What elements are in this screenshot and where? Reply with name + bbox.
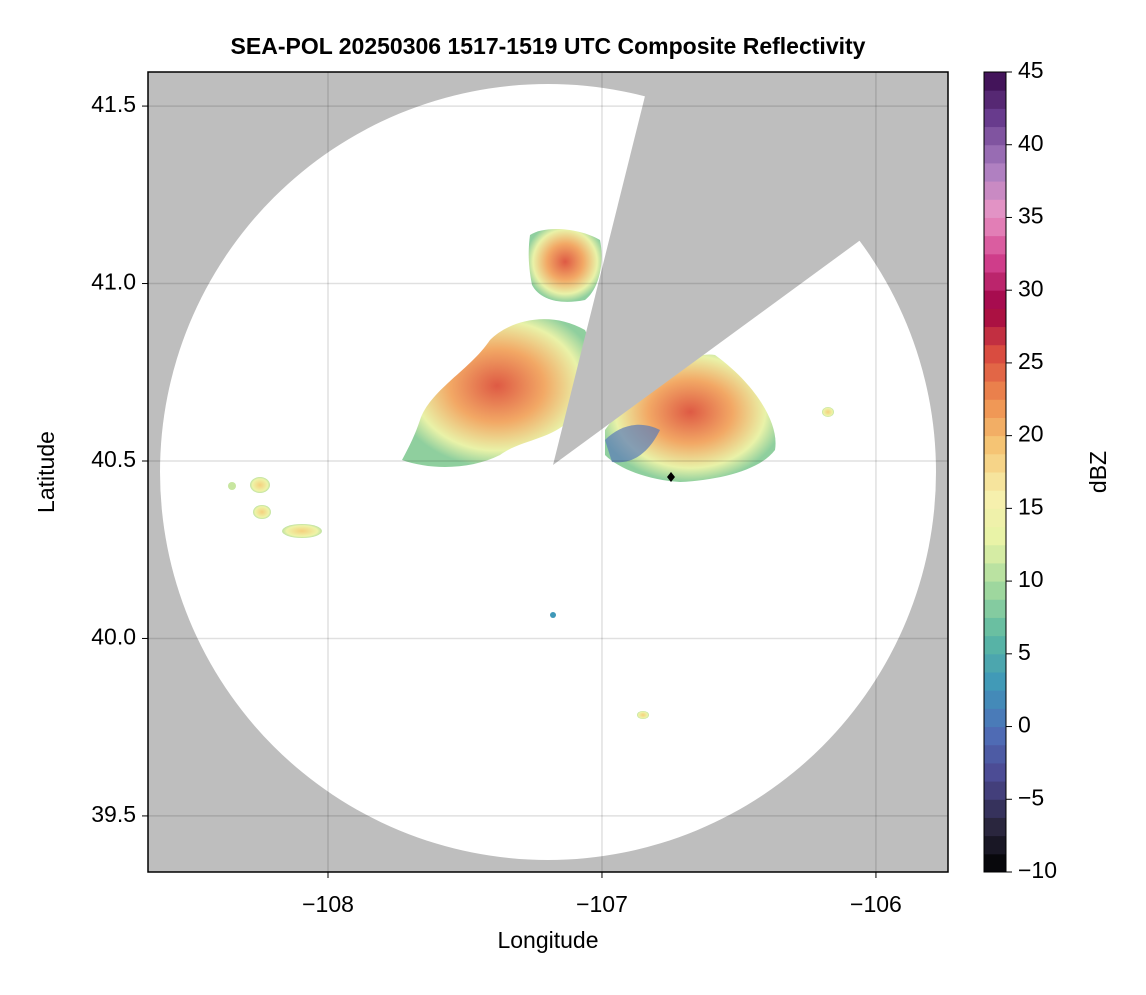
colorbar-band	[984, 272, 1006, 291]
colorbar-tick-label: −10	[1018, 857, 1057, 883]
colorbar-band	[984, 835, 1006, 855]
plot-frame	[147, 71, 949, 873]
colorbar-band	[984, 781, 1006, 800]
colorbar-band	[984, 126, 1006, 146]
colorbar-band	[984, 817, 1006, 837]
colorbar-band	[984, 381, 1006, 400]
colorbar-band	[984, 726, 1006, 746]
colorbar-tick-label: 40	[1018, 130, 1044, 156]
colorbar-tick-label: 15	[1018, 493, 1044, 519]
colorbar-band	[984, 344, 1006, 364]
colorbar-band	[984, 326, 1006, 346]
colorbar-frame	[983, 71, 1007, 873]
colorbar-tick-label: −5	[1018, 784, 1044, 810]
y-tick-label: 40.0	[91, 624, 136, 650]
colorbar-band	[984, 581, 1006, 600]
colorbar-tick-label: 45	[1018, 57, 1044, 83]
colorbar-band	[984, 635, 1006, 655]
colorbar-band	[984, 435, 1006, 455]
colorbar-band	[984, 490, 1006, 509]
colorbar-band	[984, 235, 1006, 255]
echo	[402, 319, 593, 467]
colorbar-band	[984, 72, 1006, 91]
colorbar-band	[984, 217, 1006, 237]
colorbar-band	[984, 762, 1006, 782]
y-tick-label: 39.5	[91, 801, 136, 827]
colorbar-band	[984, 162, 1006, 182]
colorbar-tick-label: 20	[1018, 421, 1044, 447]
radar-site	[667, 472, 675, 482]
colorbar-band	[984, 453, 1006, 473]
radar-field	[160, 72, 948, 860]
colorbar-tick-label: 0	[1018, 712, 1031, 738]
echo	[282, 524, 322, 538]
colorbar-band	[984, 544, 1006, 564]
colorbar-band	[984, 744, 1006, 764]
x-tick-label: −107	[576, 891, 628, 917]
colorbar-tick-label: 30	[1018, 275, 1044, 301]
echo	[250, 477, 270, 493]
colorbar-tick-label: 35	[1018, 203, 1044, 229]
colorbar-band	[984, 708, 1006, 728]
colorbar-band	[984, 108, 1006, 128]
colorbar-band	[984, 253, 1006, 273]
echo	[528, 228, 602, 302]
colorbar-band	[984, 290, 1006, 309]
colorbar-band	[984, 599, 1006, 618]
colorbar-band	[984, 308, 1006, 328]
colorbar-band	[984, 90, 1006, 109]
echo	[605, 424, 660, 463]
y-tick-label: 41.0	[91, 269, 136, 295]
colorbar-label: dBZ	[1085, 451, 1111, 493]
colorbar-band	[984, 672, 1006, 691]
colorbar-band	[984, 853, 1006, 873]
colorbar-band	[984, 399, 1006, 418]
colorbar-band	[984, 653, 1006, 673]
grid	[148, 72, 948, 872]
colorbar-band	[984, 562, 1006, 582]
chart-title: SEA-POL 20250306 1517-1519 UTC Composite…	[231, 33, 866, 59]
colorbar-band	[984, 799, 1006, 818]
echo	[228, 482, 236, 490]
y-tick-label: 40.5	[91, 446, 136, 472]
colorbar-band	[984, 526, 1006, 546]
blocked-sector	[553, 72, 948, 465]
echo	[637, 711, 649, 719]
echo	[253, 505, 271, 519]
colorbar-tick-label: 25	[1018, 348, 1044, 374]
colorbar-band	[984, 617, 1006, 637]
colorbar-band	[984, 417, 1006, 437]
echo	[550, 612, 556, 618]
colorbar-band	[984, 362, 1006, 382]
colorbar-band	[984, 181, 1006, 200]
x-tick-label: −108	[302, 891, 354, 917]
colorbar-tick-label: 10	[1018, 566, 1044, 592]
x-axis-label: Longitude	[497, 927, 598, 953]
colorbar-band	[984, 199, 1006, 218]
x-tick-label: −106	[850, 891, 902, 917]
colorbar-tick-label: 5	[1018, 639, 1031, 665]
y-axis-label: Latitude	[33, 431, 59, 513]
echo	[822, 407, 834, 417]
y-tick-label: 41.5	[91, 91, 136, 117]
colorbar-band	[984, 690, 1006, 709]
colorbar-band	[984, 472, 1006, 491]
colorbar-band	[984, 144, 1006, 164]
colorbar-band	[984, 508, 1006, 528]
